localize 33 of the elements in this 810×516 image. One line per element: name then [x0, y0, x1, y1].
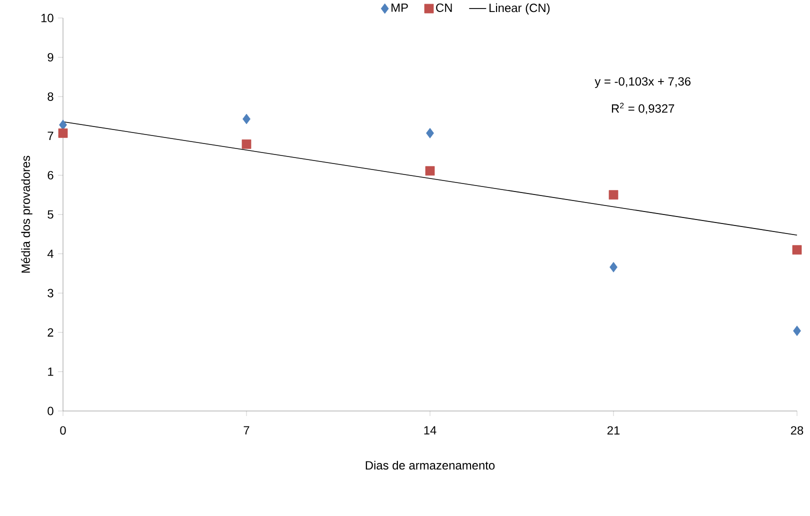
y-tick-label: 5 — [48, 210, 54, 219]
point — [425, 166, 435, 176]
x-tick-label: 7 — [244, 426, 250, 434]
y-tick-label: 10 — [41, 14, 54, 22]
y-tick-label: 6 — [48, 170, 54, 180]
y-tick-label: 1 — [48, 368, 54, 376]
x-tick-label: 28 — [790, 426, 804, 435]
point — [242, 114, 250, 124]
point — [58, 128, 68, 138]
y-tick-label: 7 — [48, 132, 54, 140]
legend-label: Linear (CN) — [490, 3, 550, 14]
annotation: y = -0,103x + 7,36 — [594, 77, 691, 88]
legend-label: CN — [436, 4, 452, 12]
point — [242, 139, 252, 149]
point — [608, 190, 618, 200]
x-axis-title: Dias de armazenamento — [366, 460, 495, 470]
y-tick-label: 2 — [48, 328, 54, 337]
legend-label: MP — [392, 4, 408, 12]
point — [426, 128, 434, 138]
y-axis-title: Média dos provadores — [21, 156, 32, 273]
point — [793, 326, 801, 336]
y-tick-label: 3 — [48, 288, 54, 298]
x-tick-label: 14 — [424, 426, 436, 434]
point — [792, 245, 802, 255]
x-tick-label: 21 — [607, 426, 620, 435]
y-tick-label: 4 — [47, 250, 54, 258]
y-tick-label: 8 — [48, 92, 54, 101]
point — [610, 262, 618, 272]
point — [59, 120, 67, 130]
y-tick-label: 9 — [48, 53, 54, 62]
annotation: R$^{2}$ = 0,9327 — [612, 102, 674, 114]
x-tick-label: 0 — [60, 426, 66, 435]
y-tick-label: 0 — [48, 406, 54, 416]
